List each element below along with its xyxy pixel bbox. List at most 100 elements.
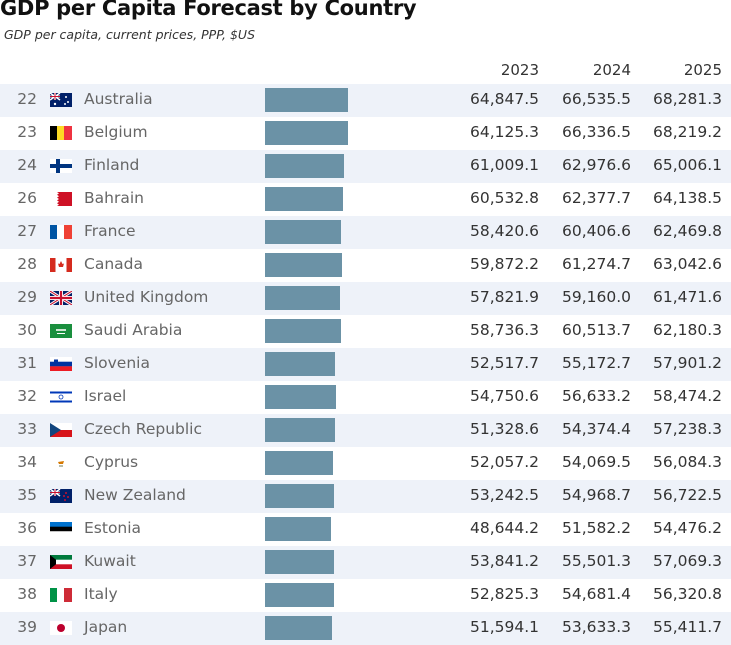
be-flag-icon	[50, 126, 72, 140]
gdp-bar	[265, 253, 342, 277]
rank: 28	[17, 255, 37, 273]
country-name[interactable]: Estonia	[84, 519, 142, 537]
si-flag-icon	[50, 357, 72, 371]
gdp-bar	[265, 121, 348, 145]
country-name[interactable]: Israel	[84, 387, 127, 405]
rank: 34	[17, 453, 37, 471]
gdp-bar	[265, 220, 341, 244]
country-name[interactable]: Cyprus	[84, 453, 139, 471]
cy-flag-icon	[50, 456, 72, 470]
value-2024: 59,160.0	[561, 288, 631, 306]
column-header-2023[interactable]: 2023	[500, 61, 539, 79]
gdp-bar	[265, 88, 348, 112]
country-name[interactable]: New Zealand	[84, 486, 186, 504]
value-2025: 62,180.3	[652, 321, 722, 339]
value-2023: 64,847.5	[469, 90, 539, 108]
table-row[interactable]: 30 Saudi Arabia 58,736.3 60,513.7 62,180.3	[0, 315, 731, 348]
fi-flag-icon	[50, 159, 72, 173]
table-row[interactable]: 32 Israel 54,750.6 56,633.2 58,474.2	[0, 381, 731, 414]
value-2023: 64,125.3	[469, 123, 539, 141]
rank: 27	[17, 222, 37, 240]
country-name[interactable]: Canada	[84, 255, 143, 273]
value-2024: 55,172.7	[561, 354, 631, 372]
value-2023: 60,532.8	[469, 189, 539, 207]
rank: 38	[17, 585, 37, 603]
gdp-bar	[265, 286, 340, 310]
gdp-bar	[265, 319, 341, 343]
table-row[interactable]: 39 Japan 51,594.1 53,633.3 55,411.7	[0, 612, 731, 645]
au-flag-icon	[50, 93, 72, 107]
table-row[interactable]: 27 France 58,420.6 60,406.6 62,469.8	[0, 216, 731, 249]
value-2025: 68,281.3	[652, 90, 722, 108]
gdp-bar	[265, 484, 334, 508]
country-name[interactable]: Kuwait	[84, 552, 136, 570]
value-2023: 53,242.5	[469, 486, 539, 504]
sa-flag-icon	[50, 324, 72, 338]
country-name[interactable]: Finland	[84, 156, 140, 174]
jp-flag-icon	[50, 621, 72, 635]
rank: 23	[17, 123, 37, 141]
country-name[interactable]: Japan	[84, 618, 128, 636]
value-2025: 57,238.3	[652, 420, 722, 438]
value-2024: 66,336.5	[561, 123, 631, 141]
rank: 36	[17, 519, 37, 537]
table-row[interactable]: 37 Kuwait 53,841.2 55,501.3 57,069.3	[0, 546, 731, 579]
table-row[interactable]: 23 Belgium 64,125.3 66,336.5 68,219.2	[0, 117, 731, 150]
value-2024: 53,633.3	[561, 618, 631, 636]
value-2025: 58,474.2	[652, 387, 722, 405]
value-2025: 68,219.2	[652, 123, 722, 141]
value-2023: 51,328.6	[469, 420, 539, 438]
value-2024: 56,633.2	[561, 387, 631, 405]
gdp-bar	[265, 154, 344, 178]
rank: 31	[17, 354, 37, 372]
rank: 30	[17, 321, 37, 339]
value-2023: 54,750.6	[469, 387, 539, 405]
value-2024: 51,582.2	[561, 519, 631, 537]
country-name[interactable]: Slovenia	[84, 354, 150, 372]
table-row[interactable]: 22 Australia 64,847.5 66,535.5 68,281.3	[0, 84, 731, 117]
gb-flag-icon	[50, 291, 72, 305]
value-2025: 56,320.8	[652, 585, 722, 603]
country-name[interactable]: United Kingdom	[84, 288, 209, 306]
table-row[interactable]: 35 New Zealand 53,242.5 54,968.7 56,722.5	[0, 480, 731, 513]
value-2024: 54,681.4	[561, 585, 631, 603]
value-2024: 55,501.3	[561, 552, 631, 570]
table-row[interactable]: 34 Cyprus 52,057.2 54,069.5 56,084.3	[0, 447, 731, 480]
country-name[interactable]: Saudi Arabia	[84, 321, 183, 339]
value-2025: 56,722.5	[652, 486, 722, 504]
country-name[interactable]: Australia	[84, 90, 153, 108]
table-row[interactable]: 24 Finland 61,009.1 62,976.6 65,006.1	[0, 150, 731, 183]
value-2024: 60,513.7	[561, 321, 631, 339]
value-2025: 56,084.3	[652, 453, 722, 471]
rank: 37	[17, 552, 37, 570]
column-header-2024[interactable]: 2024	[592, 61, 631, 79]
value-2023: 51,594.1	[469, 618, 539, 636]
il-flag-icon	[50, 390, 72, 404]
table-row[interactable]: 38 Italy 52,825.3 54,681.4 56,320.8	[0, 579, 731, 612]
table-row[interactable]: 33 Czech Republic 51,328.6 54,374.4 57,238.3	[0, 414, 731, 447]
ee-flag-icon	[50, 522, 72, 536]
value-2024: 66,535.5	[561, 90, 631, 108]
table-row[interactable]: 26 Bahrain 60,532.8 62,377.7 64,138.5	[0, 183, 731, 216]
gdp-bar	[265, 385, 337, 409]
value-2025: 57,069.3	[652, 552, 722, 570]
rank: 39	[17, 618, 37, 636]
country-name[interactable]: Italy	[84, 585, 118, 603]
table-row[interactable]: 36 Estonia 48,644.2 51,582.2 54,476.2	[0, 513, 731, 546]
rank: 24	[17, 156, 37, 174]
table-row[interactable]: 31 Slovenia 52,517.7 55,172.7 57,901.2	[0, 348, 731, 381]
value-2025: 63,042.6	[652, 255, 722, 273]
country-name[interactable]: Bahrain	[84, 189, 144, 207]
column-header-2025[interactable]: 2025	[683, 61, 722, 79]
value-2024: 62,377.7	[561, 189, 631, 207]
table-row[interactable]: 28 Canada 59,872.2 61,274.7 63,042.6	[0, 249, 731, 282]
ca-flag-icon	[50, 258, 72, 272]
kw-flag-icon	[50, 555, 72, 569]
country-name[interactable]: Belgium	[84, 123, 148, 141]
value-2023: 52,825.3	[469, 585, 539, 603]
value-2024: 54,374.4	[561, 420, 631, 438]
table-row[interactable]: 29 United Kingdom 57,821.9 59,160.0 61,471.6	[0, 282, 731, 315]
rank: 32	[17, 387, 37, 405]
country-name[interactable]: Czech Republic	[84, 420, 203, 438]
country-name[interactable]: France	[84, 222, 136, 240]
